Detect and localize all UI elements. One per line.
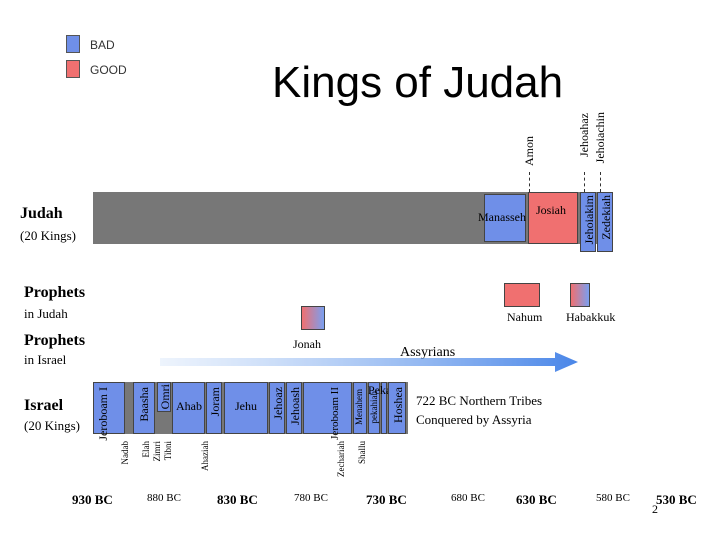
timeline-tick-830: 830 BC — [217, 492, 258, 507]
timeline-tick-680: 680 BC — [451, 492, 485, 504]
king-joram: Joram — [206, 382, 222, 434]
king-menahem: Menahem — [353, 382, 367, 434]
jehoahaz-leader — [584, 172, 585, 192]
page-number: 2 — [652, 502, 658, 516]
judah-timeline-bar — [93, 192, 613, 244]
prophet-habakkuk-box — [570, 283, 590, 307]
king-jehoahaz-label: Jehoahaz — [577, 113, 591, 157]
king-jehoiachin-label: Jehoiachin — [593, 112, 607, 164]
king-joram-label: Joram — [208, 387, 222, 417]
king-omri-label: Omri — [158, 384, 172, 410]
king-amon-label: Amon — [522, 136, 536, 166]
israel-note-line1: 722 BC Northern Tribes — [416, 393, 543, 408]
timeline-tick-630: 630 BC — [516, 492, 557, 507]
king-hoshea: Hoshea — [388, 382, 406, 434]
legend-bad-swatch — [66, 35, 80, 53]
assyrians-label: Assyrians — [400, 345, 456, 360]
king-jehoash: Jehoash — [286, 382, 302, 434]
king-jehu: Jehu — [224, 382, 268, 434]
king-zimri-label: Zimri — [152, 441, 162, 462]
prophet-habakkuk-label: Habakkuk — [566, 310, 616, 324]
king-manasseh-label: Manasseh — [478, 210, 526, 224]
king-elah-label: Elah — [141, 441, 151, 458]
prophets-israel-sublabel: in Israel — [24, 352, 67, 367]
judah-sublabel: (20 Kings) — [20, 228, 76, 243]
page-title: Kings of Judah — [272, 58, 564, 107]
prophet-jonah-label: Jonah — [293, 337, 321, 351]
timeline-tick-580: 580 BC — [596, 492, 630, 504]
legend-good-swatch — [66, 60, 80, 78]
legend-bad-label: BAD — [90, 38, 115, 52]
king-jehoash-label: Jehoash — [288, 387, 302, 425]
king-ahab-label: Ahab — [176, 399, 202, 413]
king-baasha-label: Baasha — [137, 387, 151, 422]
assyrians-arrow — [160, 352, 578, 372]
king-jeroboam2: Jeroboam II — [303, 382, 352, 440]
king-josiah: Josiah — [528, 192, 578, 244]
prophets-israel-label: Prophets — [24, 332, 86, 349]
king-pekahiah: pekahiah — [368, 382, 380, 434]
king-zedekiah-label: Zedekiah — [599, 195, 613, 240]
king-ahab: Ahab — [172, 382, 205, 434]
prophet-nahum-label: Nahum — [507, 310, 543, 324]
king-jehoiakim: Jehoiakim — [580, 192, 596, 252]
king-jeroboam1-label: Jeroboam I — [96, 387, 110, 441]
king-baasha: Baasha — [133, 382, 155, 434]
legend-good-label: GOOD — [90, 63, 127, 77]
judah-label: Judah — [20, 205, 63, 222]
prophet-jonah-box — [301, 306, 325, 330]
king-jehoaz: Jehoaz — [269, 382, 285, 434]
king-omri: Omri — [157, 382, 172, 412]
king-zedekiah: Zedekiah — [597, 192, 613, 252]
king-menahem-label: Menahem — [354, 389, 364, 425]
king-manasseh: Manasseh — [478, 194, 526, 242]
prophets-judah-label: Prophets — [24, 284, 86, 301]
king-hoshea-label: Hoshea — [391, 387, 405, 423]
king-jehoaz-label: Jehoaz — [271, 387, 285, 420]
king-jeroboam1: Jeroboam I — [93, 382, 125, 441]
king-jeroboam2-label: Jeroboam II — [329, 387, 341, 440]
israel-sublabel: (20 Kings) — [24, 418, 80, 433]
king-jehu-label: Jehu — [235, 399, 257, 413]
king-nadab-label: Nadab — [120, 441, 130, 465]
king-jehoiakim-label: Jehoiakim — [582, 195, 596, 245]
king-shallum-label: Shallu — [357, 441, 367, 465]
timeline-tick-530: 530 BC — [656, 492, 697, 507]
jehoiachin-leader — [600, 172, 601, 192]
timeline-tick-780: 780 BC — [294, 492, 328, 504]
prophet-nahum-box — [504, 283, 540, 307]
timeline-tick-730: 730 BC — [366, 492, 407, 507]
prophets-judah-sublabel: in Judah — [24, 306, 68, 321]
king-tibni-label: Tibni — [163, 441, 173, 461]
israel-note-line2: Conquered by Assyria — [416, 412, 532, 427]
timeline-tick-930: 930 BC — [72, 492, 113, 507]
king-zechariah-label: Zechariah — [336, 441, 346, 477]
king-pekah — [381, 382, 387, 434]
israel-label: Israel — [24, 397, 64, 414]
king-josiah-label: Josiah — [536, 203, 566, 217]
king-ahaziah-label: Ahaziah — [200, 441, 210, 471]
timeline-tick-880: 880 BC — [147, 492, 181, 504]
amon-leader — [529, 172, 530, 192]
